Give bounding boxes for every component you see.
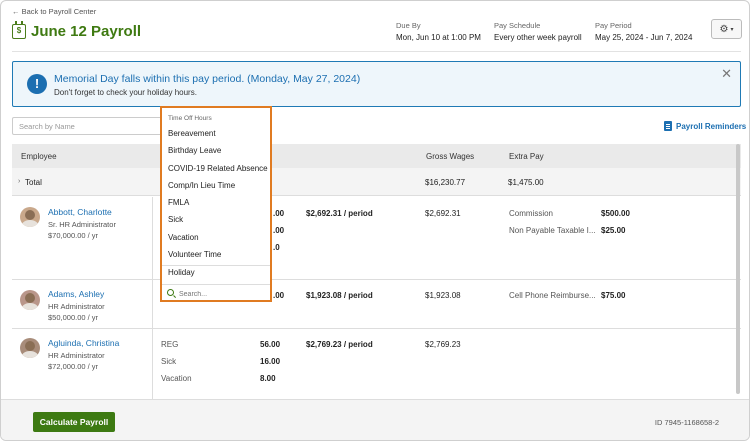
avatar <box>20 290 40 310</box>
dropdown-header: Time Off Hours <box>168 115 212 122</box>
rate-value: $1,923.08 / period <box>306 291 373 300</box>
column-gross-wages: Gross Wages <box>426 152 475 161</box>
total-row[interactable]: › Total $16,230.77 $1,475.00 <box>12 168 741 196</box>
total-label: Total <box>25 178 42 187</box>
employee-cell: Adams, Ashley HR Administrator $50,000.0… <box>12 280 153 328</box>
search-by-name-input[interactable]: Search by Name <box>12 117 162 135</box>
hours-value: 56.00 <box>260 340 281 349</box>
alert-title: Memorial Day falls within this pay perio… <box>54 73 361 85</box>
title-row: $ June 12 Payroll <box>12 21 142 40</box>
pay-period: Pay Period May 25, 2024 - Jun 7, 2024 <box>595 21 692 42</box>
extra-pay-label: Cell Phone Reimburse... <box>509 291 596 300</box>
total-gross: $16,230.77 <box>425 178 466 187</box>
hours-type: REG <box>161 340 179 349</box>
employee-name-link[interactable]: Agluinda, Christina <box>48 338 120 348</box>
dropdown-item-birthday-leave[interactable]: Birthday Leave <box>168 146 222 155</box>
footer-bar: Calculate Payroll ID 7945-1168658-2 <box>1 399 749 440</box>
table-row: Adams, Ashley HR Administrator $50,000.0… <box>12 280 741 329</box>
hours-value: 8.00 <box>260 374 276 383</box>
extra-pay-amount: $500.00 <box>601 209 630 218</box>
dropdown-item-bereavement[interactable]: Bereavement <box>168 129 216 138</box>
back-to-payroll-center-link[interactable]: ← Back to Payroll Center <box>12 7 97 16</box>
gross-wages-value: $2,769.23 <box>425 340 461 349</box>
extra-pay-label: Commission <box>509 209 554 218</box>
gross-wages-value: $1,923.08 <box>425 291 461 300</box>
payroll-calendar-icon: $ <box>12 21 26 39</box>
dropdown-item-fmla[interactable]: FMLA <box>168 198 190 207</box>
employee-salary: $50,000.00 / yr <box>48 313 99 322</box>
avatar <box>20 207 40 227</box>
hours-type: Vacation <box>161 374 192 383</box>
hours-value: .00 <box>273 226 285 235</box>
dropdown-item-volunteer-time[interactable]: Volunteer Time <box>168 250 222 259</box>
column-extra-pay: Extra Pay <box>509 152 544 161</box>
dropdown-search <box>162 284 270 302</box>
extra-pay-amount: $75.00 <box>601 291 626 300</box>
dropdown-item-comp-time[interactable]: Comp/In Lieu Time <box>168 181 236 190</box>
avatar <box>20 338 40 358</box>
pay-period-label: Pay Period <box>595 21 632 30</box>
column-employee: Employee <box>21 152 57 161</box>
employee-name-link[interactable]: Adams, Ashley <box>48 289 105 299</box>
hours-value: 16.00 <box>260 357 281 366</box>
hours-type: Sick <box>161 357 177 366</box>
page-title: June 12 Payroll <box>31 23 142 40</box>
employee-role: Sr. HR Administrator <box>48 220 116 229</box>
close-icon[interactable]: ✕ <box>721 66 732 81</box>
employee-salary: $72,000.00 / yr <box>48 362 99 371</box>
extra-pay-amount: $25.00 <box>601 226 626 235</box>
table-row: Abbott, Charlotte Sr. HR Administrator $… <box>12 197 741 280</box>
info-alert-icon: ! <box>27 74 47 94</box>
time-off-hours-dropdown: Time Off Hours Bereavement Birthday Leav… <box>160 106 272 302</box>
rate-value: $2,692.31 / period <box>306 209 373 218</box>
pay-period-value: May 25, 2024 - Jun 7, 2024 <box>595 33 693 42</box>
due-by: Due By Mon, Jun 10 at 1:00 PM <box>396 21 481 42</box>
employee-role: HR Administrator <box>48 302 105 311</box>
due-by-label: Due By <box>396 21 421 30</box>
hours-value: .00 <box>273 291 285 300</box>
employee-salary: $70,000.00 / yr <box>48 231 99 240</box>
gear-icon: ⚙ <box>719 23 729 35</box>
holiday-alert: ! Memorial Day falls within this pay per… <box>12 61 741 107</box>
employee-cell: Abbott, Charlotte Sr. HR Administrator $… <box>12 197 153 279</box>
expand-toggle-icon[interactable]: › <box>18 178 21 185</box>
search-icon <box>167 289 174 296</box>
employee-cell: Agluinda, Christina HR Administrator $72… <box>12 329 153 399</box>
employee-role: HR Administrator <box>48 351 105 360</box>
gross-wages-value: $2,692.31 <box>425 209 461 218</box>
dropdown-item-holiday[interactable]: Holiday <box>168 268 195 277</box>
payroll-id: ID 7945-1168658-2 <box>654 418 719 427</box>
vertical-scrollbar[interactable] <box>736 144 740 394</box>
document-icon <box>664 121 672 131</box>
header-divider <box>12 51 741 52</box>
extra-pay-label: Non Payable Taxable I... <box>509 226 596 235</box>
dropdown-divider <box>162 265 270 266</box>
alert-body: Don't forget to check your holiday hours… <box>54 88 197 97</box>
total-extra: $1,475.00 <box>508 178 544 187</box>
due-by-value: Mon, Jun 10 at 1:00 PM <box>396 33 481 42</box>
pay-schedule: Pay Schedule Every other week payroll <box>494 21 582 42</box>
settings-menu-button[interactable]: ⚙ ▾ <box>711 19 742 39</box>
dropdown-search-input[interactable] <box>179 288 265 300</box>
hours-value: .00 <box>273 209 285 218</box>
dropdown-item-sick[interactable]: Sick <box>168 215 184 224</box>
employee-name-link[interactable]: Abbott, Charlotte <box>48 207 112 217</box>
table-header: Employee Gross Wages Extra Pay <box>12 144 741 168</box>
pay-schedule-value: Every other week payroll <box>494 33 582 42</box>
dropdown-item-covid-absence[interactable]: COVID-19 Related Absence <box>168 164 268 173</box>
payroll-reminders-label: Payroll Reminders <box>676 121 747 131</box>
payroll-reminders-link[interactable]: Payroll Reminders <box>664 121 746 131</box>
rate-value: $2,769.23 / period <box>306 340 373 349</box>
hours-value: .0 <box>273 243 280 252</box>
dropdown-item-vacation[interactable]: Vacation <box>168 233 199 242</box>
pay-schedule-label: Pay Schedule <box>494 21 541 30</box>
chevron-down-icon: ▾ <box>730 26 734 33</box>
table-row: Agluinda, Christina HR Administrator $72… <box>12 329 741 399</box>
calculate-payroll-button[interactable]: Calculate Payroll <box>33 412 115 432</box>
